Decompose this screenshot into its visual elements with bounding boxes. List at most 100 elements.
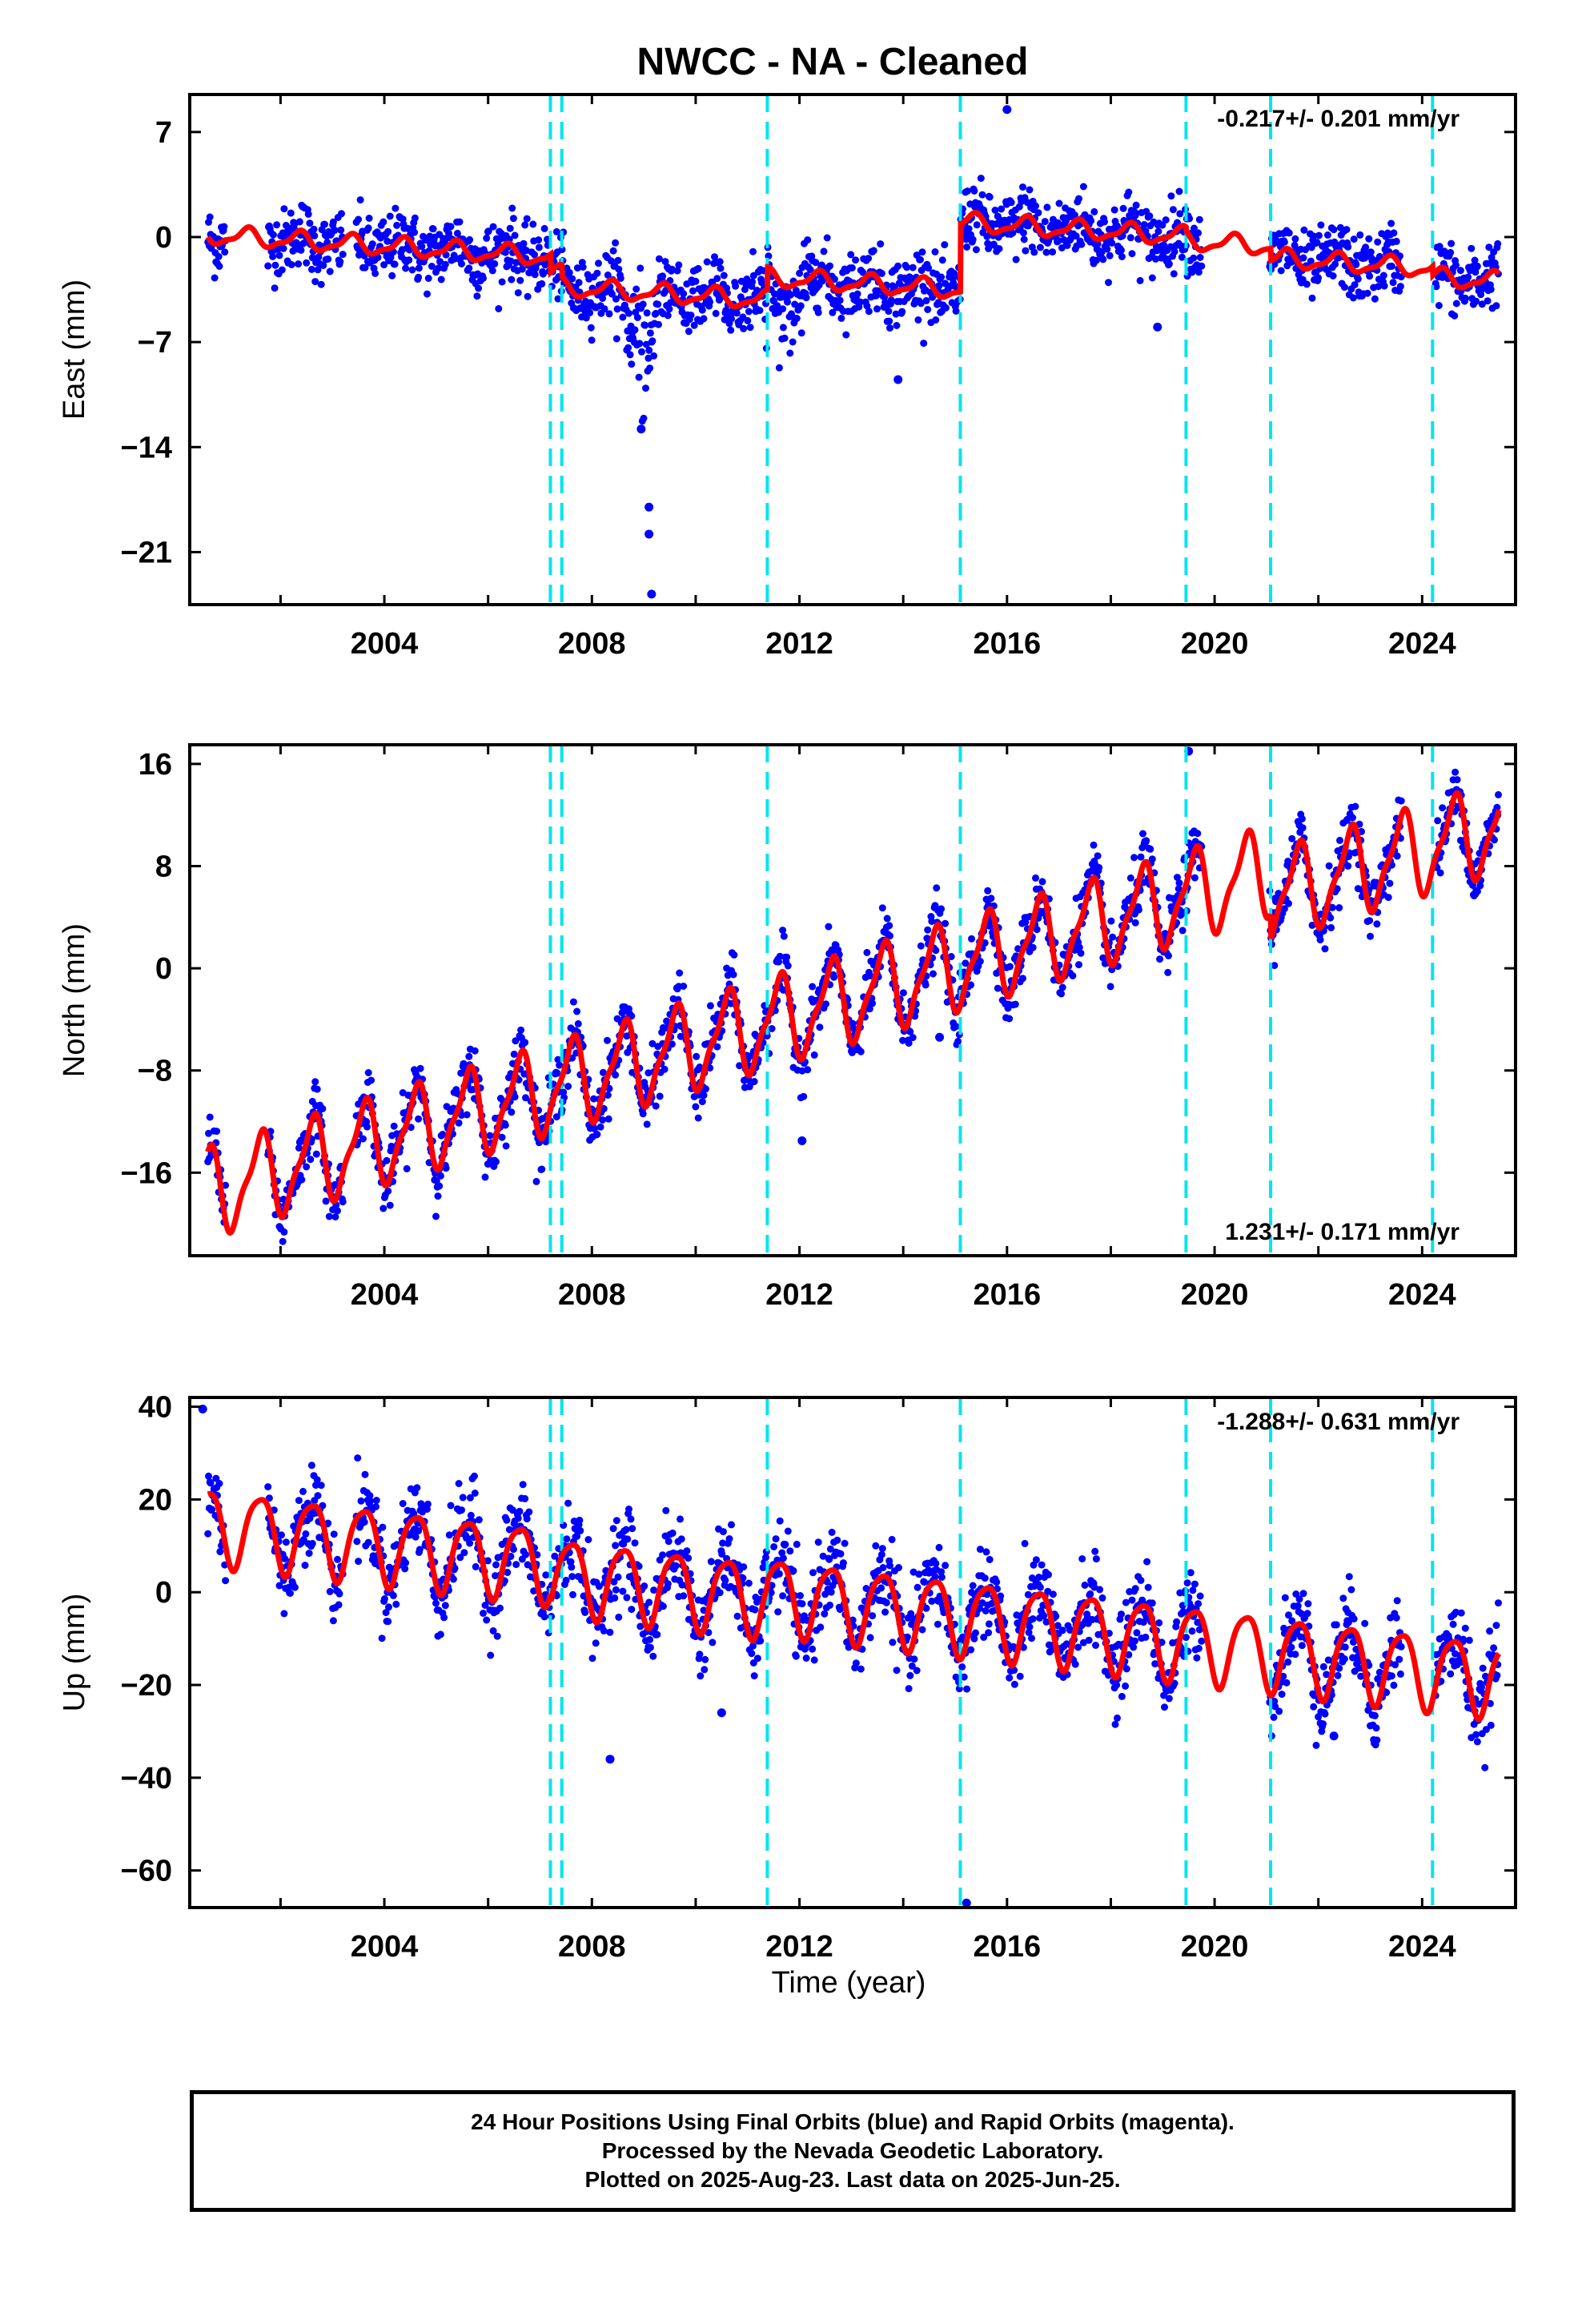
data-point — [638, 348, 645, 356]
data-point — [1464, 273, 1472, 281]
data-point — [1049, 248, 1057, 256]
data-point — [532, 1177, 540, 1185]
data-point — [1098, 1594, 1106, 1602]
data-point — [1485, 243, 1493, 251]
data-point — [484, 227, 492, 235]
data-point — [575, 279, 583, 287]
data-point — [1166, 243, 1174, 251]
data-point — [798, 1067, 806, 1075]
data-point — [331, 1180, 339, 1188]
data-point — [521, 1494, 529, 1502]
data-point — [514, 289, 522, 297]
data-point — [539, 270, 547, 278]
data-point — [837, 1550, 845, 1558]
data-point — [692, 1103, 700, 1111]
data-point — [1087, 217, 1095, 225]
data-point — [1478, 300, 1486, 308]
data-point — [280, 1610, 288, 1618]
data-point — [894, 262, 902, 270]
data-point — [216, 1548, 224, 1556]
data-point — [1114, 1714, 1121, 1722]
data-point — [523, 1515, 531, 1523]
data-point — [866, 1634, 874, 1642]
data-point — [878, 1545, 886, 1553]
data-point — [407, 1124, 415, 1132]
data-point — [810, 1051, 818, 1059]
data-point — [1032, 202, 1039, 210]
data-point — [590, 1095, 598, 1103]
data-point — [802, 1655, 810, 1662]
data-point — [716, 258, 724, 266]
data-point — [1032, 874, 1039, 882]
data-point — [709, 1638, 717, 1647]
data-point — [746, 324, 754, 332]
y-tick-label: −21 — [121, 536, 172, 569]
data-point — [662, 1506, 670, 1514]
data-point — [308, 1539, 316, 1547]
data-point — [829, 308, 837, 316]
data-point — [921, 981, 930, 989]
data-point — [787, 291, 795, 299]
data-point — [970, 187, 978, 195]
data-point — [882, 1598, 890, 1606]
data-point — [888, 1535, 896, 1543]
data-point — [659, 272, 667, 280]
data-point — [278, 266, 286, 274]
data-point — [661, 1065, 669, 1073]
data-point — [920, 340, 928, 348]
data-point — [298, 1176, 306, 1184]
data-point — [355, 215, 363, 223]
data-point — [1491, 836, 1498, 844]
data-point — [909, 263, 917, 271]
data-point — [1108, 239, 1116, 247]
data-point — [641, 321, 649, 329]
data-point — [680, 983, 688, 990]
data-point — [1461, 294, 1469, 302]
data-point — [933, 884, 941, 892]
data-point — [1110, 206, 1118, 214]
data-point — [1118, 1692, 1126, 1700]
data-point — [280, 205, 288, 213]
data-point — [1079, 183, 1087, 191]
data-point — [1280, 238, 1288, 246]
data-point — [364, 1538, 372, 1546]
data-point — [750, 1078, 758, 1085]
data-point — [471, 1047, 479, 1055]
y-tick-label: −14 — [121, 431, 172, 464]
data-point — [664, 1580, 672, 1588]
data-point — [608, 290, 616, 298]
data-point — [205, 1129, 212, 1137]
data-point — [489, 223, 497, 231]
data-point — [954, 1037, 962, 1045]
data-point — [1069, 971, 1077, 979]
rate-label: 1.231+/- 0.171 mm/yr — [1225, 1219, 1460, 1245]
data-point — [556, 1061, 564, 1069]
data-point — [1291, 235, 1299, 243]
data-point — [749, 247, 757, 255]
data-point — [502, 1142, 510, 1150]
data-point — [291, 1583, 299, 1591]
data-point — [475, 284, 483, 292]
data-point — [898, 308, 906, 316]
data-point — [993, 1578, 1001, 1586]
data-point — [733, 1612, 741, 1620]
data-point — [653, 1630, 661, 1638]
data-point — [1026, 186, 1034, 194]
data-point — [1075, 195, 1082, 203]
data-point — [669, 1529, 677, 1537]
data-point — [480, 275, 487, 282]
data-point — [360, 1518, 368, 1526]
data-point — [357, 1497, 365, 1505]
data-point — [915, 1570, 923, 1578]
data-point — [208, 1506, 216, 1514]
data-point — [552, 227, 560, 235]
data-point — [605, 1084, 613, 1092]
data-point — [1058, 244, 1066, 251]
data-point — [592, 1639, 600, 1647]
data-point — [1176, 210, 1184, 218]
data-point — [750, 1672, 758, 1680]
data-point — [294, 241, 302, 249]
data-point — [1356, 231, 1364, 239]
data-point — [443, 1103, 451, 1111]
data-point — [1315, 274, 1323, 282]
